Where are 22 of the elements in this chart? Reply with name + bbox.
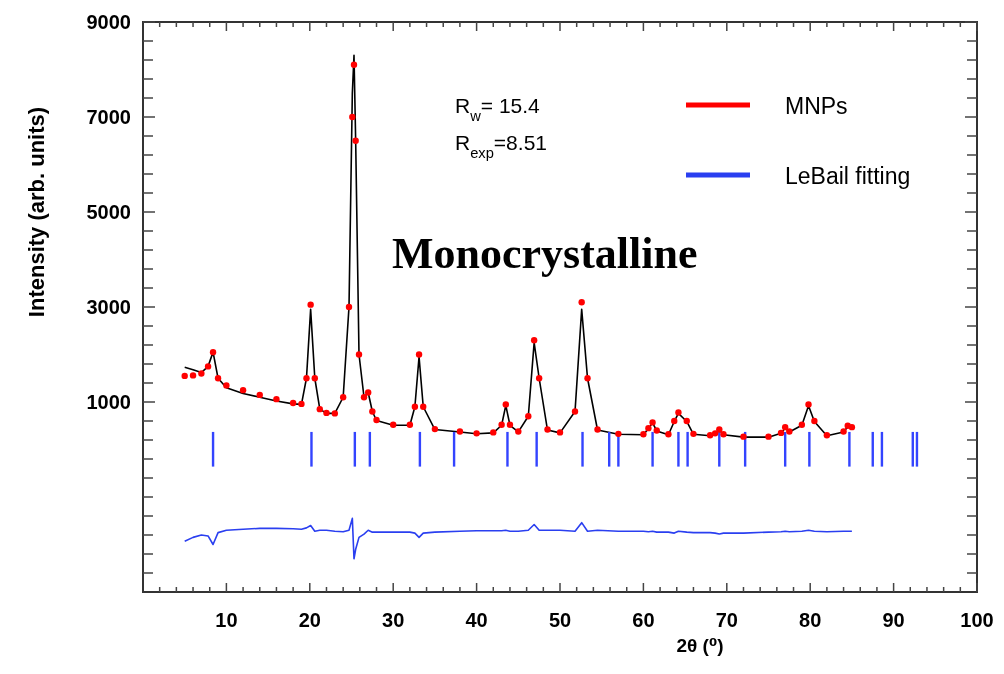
y-tick-label: 9000 — [86, 11, 131, 33]
y-tick-label: 3000 — [86, 296, 131, 318]
y-tick-label: 5000 — [86, 201, 131, 223]
y-axis-title: Intensity (arb. units) — [24, 106, 49, 318]
x-tick-label: 60 — [632, 609, 655, 631]
y-tick-label: 7000 — [86, 106, 131, 128]
annotation: R$_{exp}$=8.51 — [455, 131, 547, 161]
x-tick-label: 40 — [465, 609, 488, 631]
x-tick-label: 90 — [882, 609, 905, 631]
y-tick-label: 1000 — [86, 391, 131, 413]
x-tick-label: 100 — [960, 609, 994, 631]
x-tick-label: 10 — [215, 609, 238, 631]
x-axis-title: 2θ (⁰) — [676, 635, 724, 656]
x-tick-label: 80 — [799, 609, 822, 631]
x-tick-label: 30 — [382, 609, 405, 631]
annotation: Monocrystalline — [392, 229, 698, 278]
legend-label: MNPs — [785, 93, 848, 119]
x-tick-label: 50 — [548, 609, 572, 631]
annotation: R$_{w}$= 15.4 — [455, 94, 541, 124]
x-tick-label: 70 — [715, 609, 738, 631]
x-tick-label: 20 — [298, 609, 321, 631]
legend-label: LeBail fitting — [785, 163, 911, 189]
